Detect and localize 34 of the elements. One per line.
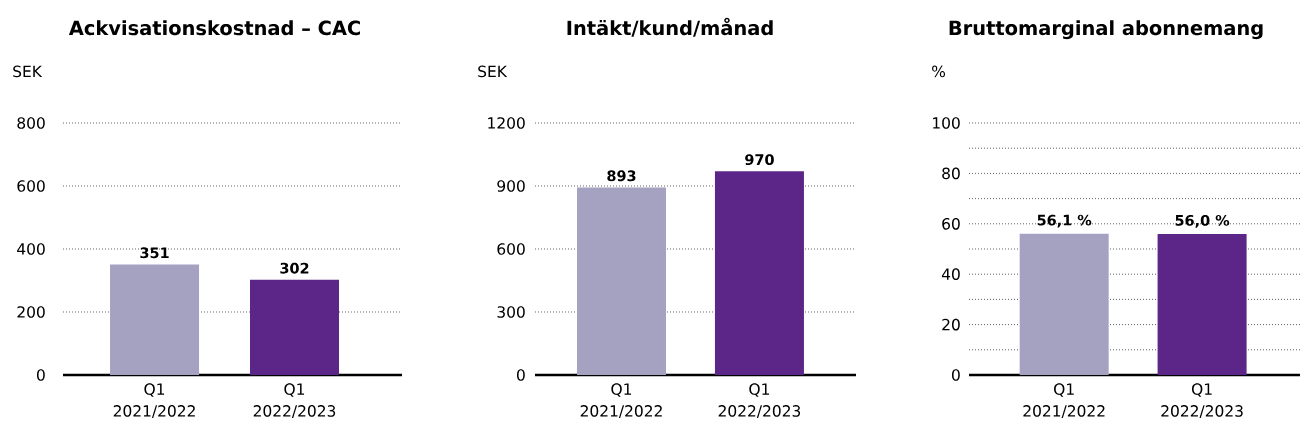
- y-axis-title: SEK: [478, 65, 508, 78]
- y-tick-label: 1200: [488, 117, 525, 129]
- y-tick-label: 200: [17, 306, 45, 318]
- data-label: 56,0 %: [1175, 214, 1230, 228]
- y-tick-label: 100: [933, 117, 960, 129]
- y-tick-label: 600: [17, 180, 45, 192]
- x-tick-label: Q1 2022/2023: [718, 383, 801, 419]
- data-label: 970: [745, 154, 774, 166]
- y-tick-label: 20: [942, 318, 960, 331]
- y-tick-label: 300: [497, 306, 525, 318]
- x-tick-label: Q1 2021/2022: [1023, 383, 1105, 419]
- y-tick-label: 900: [497, 180, 525, 192]
- x-tick-label: Q1 2022/2023: [1161, 383, 1243, 419]
- data-label: 351: [140, 247, 169, 259]
- y-axis-title: SEK: [13, 65, 43, 78]
- data-label: 893: [607, 170, 636, 182]
- chart-title: Bruttomarginal abonnemang: [949, 20, 1263, 40]
- y-tick-label: 0: [952, 369, 960, 381]
- y-tick-label: 0: [36, 369, 45, 381]
- x-tick-label: Q1 2021/2022: [580, 383, 662, 419]
- data-label: 56,1 %: [1037, 214, 1092, 228]
- y-tick-label: 800: [17, 117, 45, 129]
- x-tick-label: Q1 2021/2022: [113, 383, 195, 419]
- y-tick-label: 60: [942, 217, 960, 230]
- x-tick-label: Q1 2022/2023: [253, 383, 336, 419]
- y-axis-title: %: [932, 65, 946, 78]
- y-tick-label: 600: [497, 243, 525, 255]
- chart-title: Intäkt/kund/månad: [567, 17, 773, 37]
- y-tick-label: 40: [941, 268, 960, 281]
- y-tick-label: 0: [517, 369, 525, 381]
- chart-title: Ackvisationskostnad – CAC: [68, 20, 360, 36]
- y-tick-label: 80: [942, 167, 960, 180]
- y-tick-label: 400: [17, 243, 45, 255]
- data-label: 302: [280, 262, 309, 274]
